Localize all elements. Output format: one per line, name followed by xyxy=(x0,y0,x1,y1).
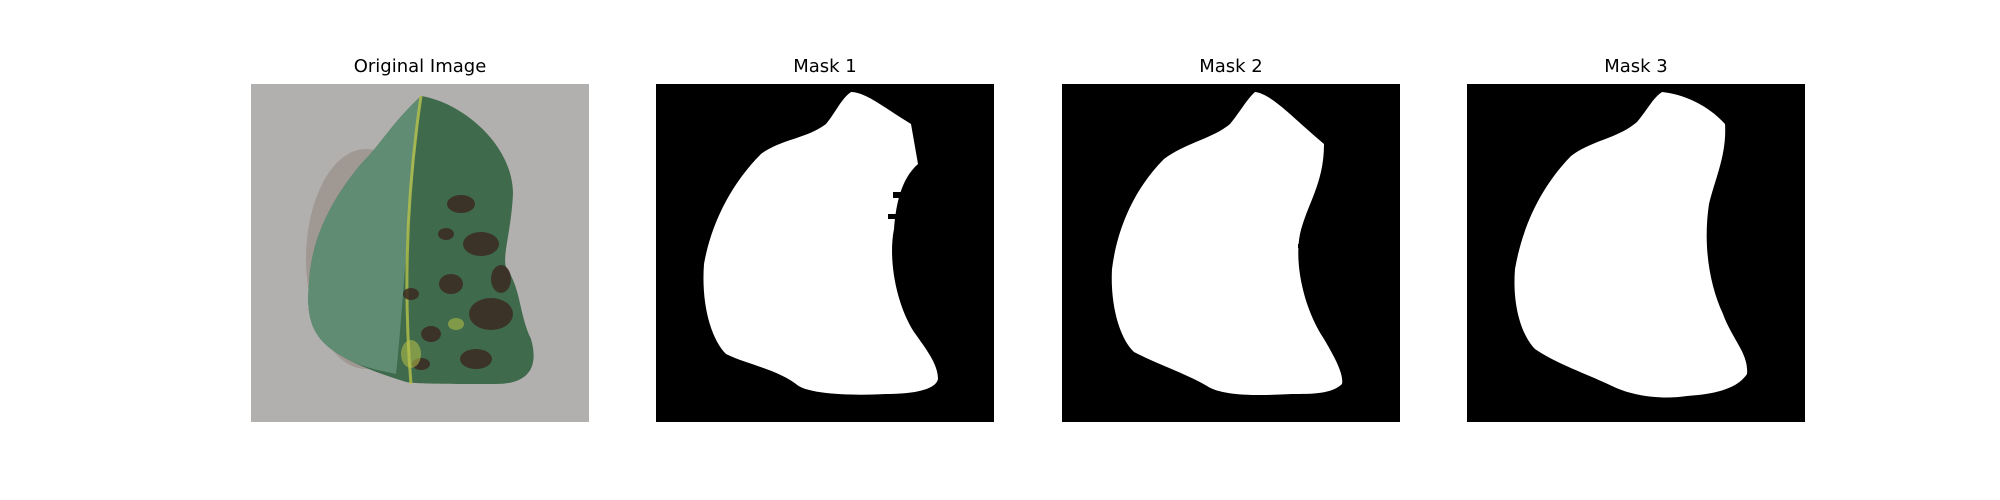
mask-foreground xyxy=(1111,92,1343,396)
leaf-left-half xyxy=(308,96,421,374)
panel-title: Mask 2 xyxy=(1199,56,1263,77)
mask-image xyxy=(656,84,994,422)
leaf-photo xyxy=(251,84,589,422)
mask-image xyxy=(1467,84,1805,422)
panel-title: Mask 1 xyxy=(793,56,857,77)
mask-holes xyxy=(888,192,903,238)
leaf-yellowing xyxy=(401,318,464,368)
panel-mask-1: Mask 1 xyxy=(656,52,994,422)
mask-image xyxy=(1062,84,1400,422)
panel-original-image: Original Image xyxy=(251,52,589,422)
panel-title: Original Image xyxy=(353,56,487,77)
leaf-lesions xyxy=(403,195,513,370)
mask-foreground xyxy=(703,92,938,395)
mask-foreground xyxy=(1514,92,1748,398)
panel-mask-2: Mask 2 xyxy=(1062,52,1400,422)
panel-title: Mask 3 xyxy=(1604,56,1668,77)
mask-noise xyxy=(1298,232,1307,248)
leaf-midrib xyxy=(405,95,423,385)
panel-mask-3: Mask 3 xyxy=(1467,52,1805,422)
